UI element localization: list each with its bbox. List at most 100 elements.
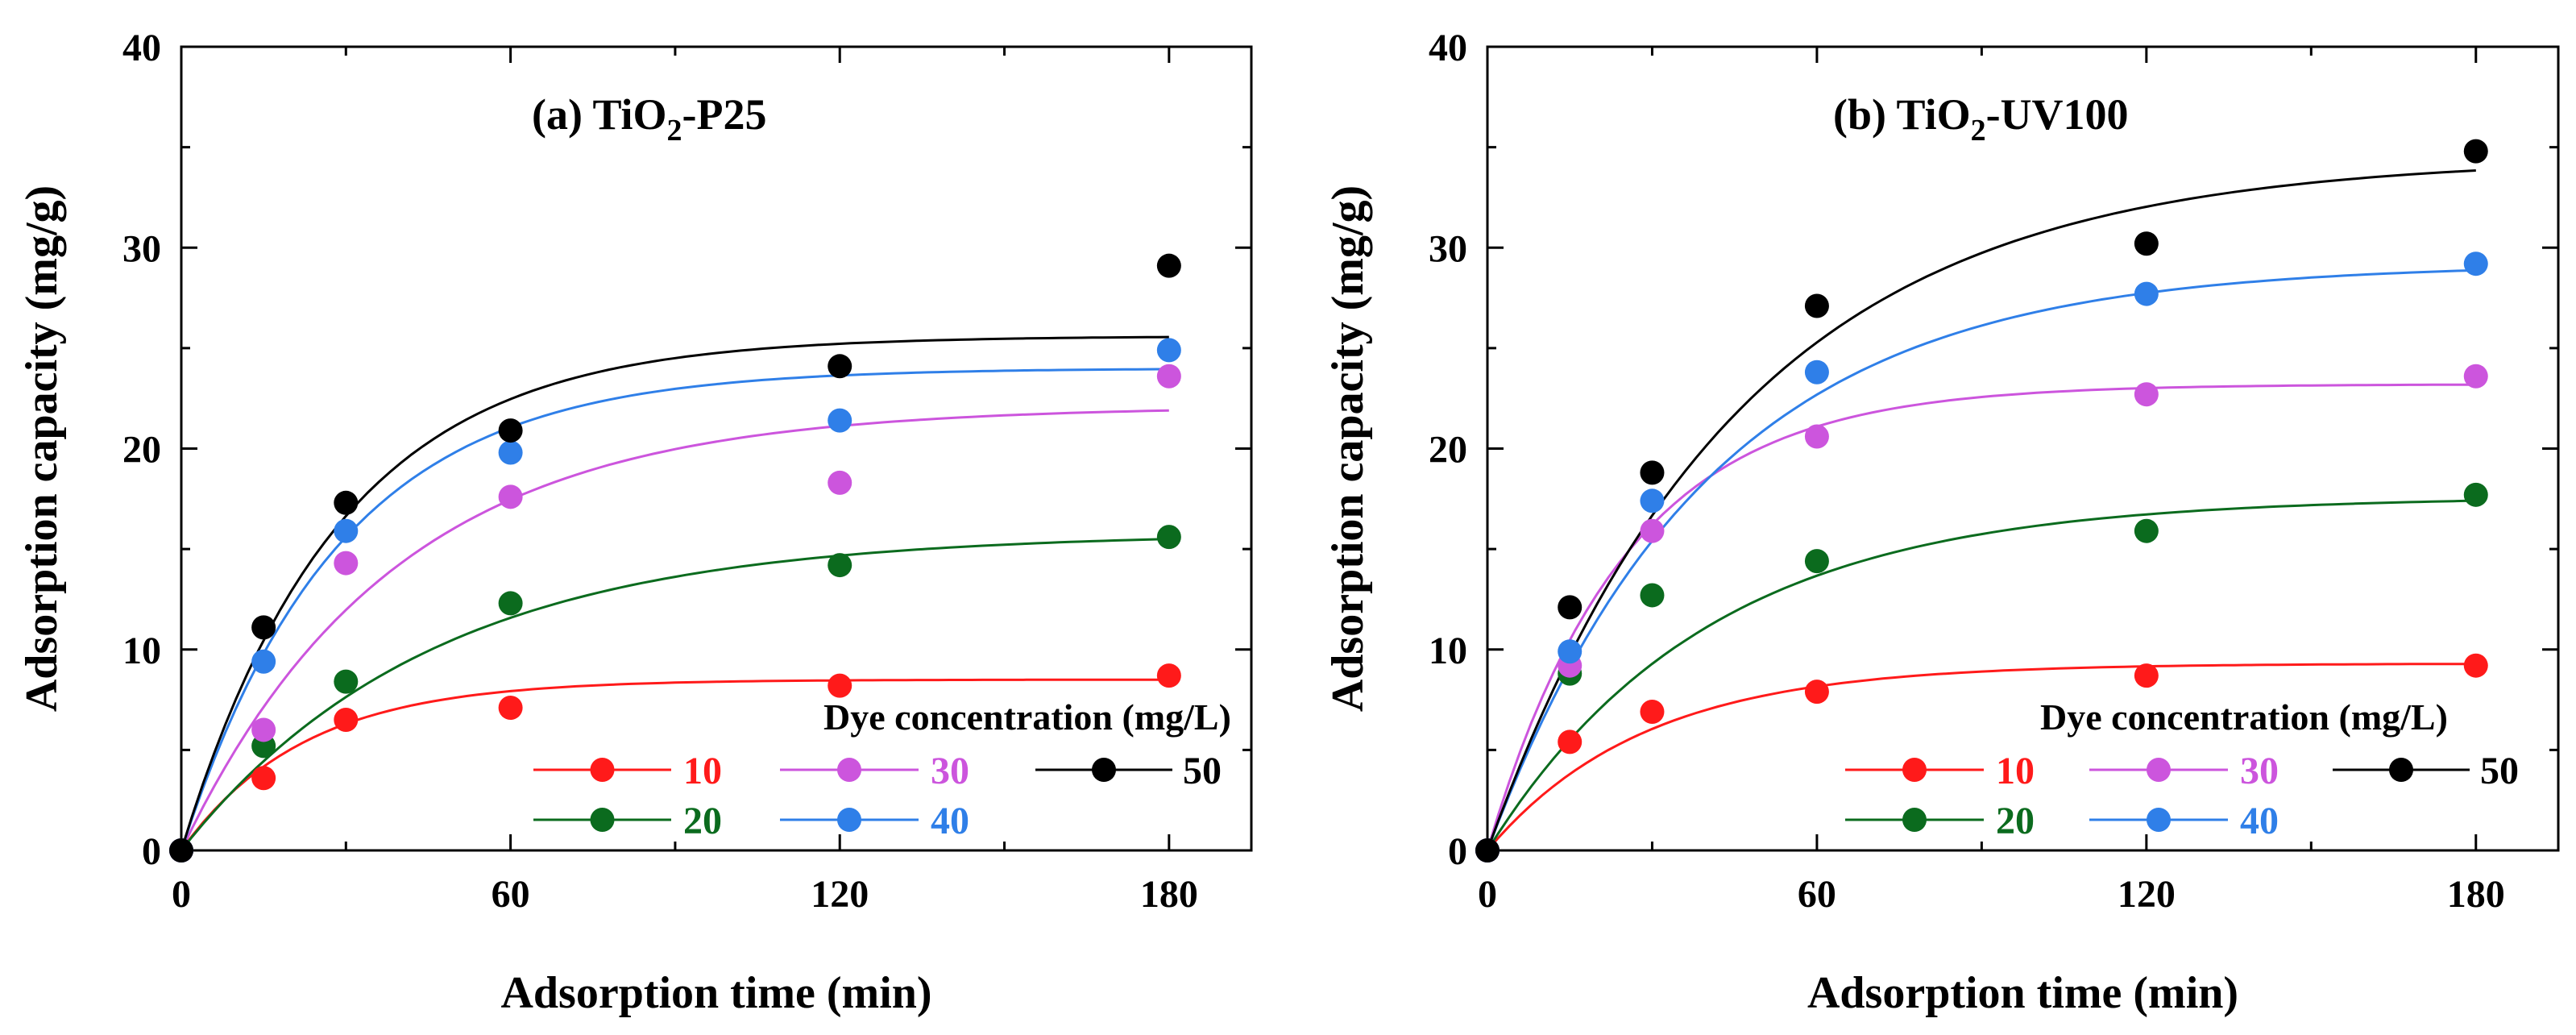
data-point-30 [1804,424,1829,449]
chart-panel-b: 0 60 120 180 0 10 20 30 40 Adsorption time (min) A… [1323,27,2560,1018]
data-point-20 [1640,583,1665,608]
data-point-40 [828,408,852,433]
legend-item-40: 40 [780,800,969,842]
panel-title-subscript: 2 [667,114,682,148]
legend-item-40: 40 [2089,800,2279,842]
panel-title: (a) TiO2-P25 [532,90,767,148]
legend-label: 20 [1996,800,2035,842]
data-point-30 [498,484,523,509]
data-point-40 [1804,360,1829,384]
legend-title: Dye concentration (mg/L) [823,696,1231,738]
fit-curve-50 [1486,169,2476,851]
data-point-50 [1558,595,1583,620]
legend-marker [590,808,615,832]
data-point-40 [251,649,276,674]
data-point-30 [334,551,359,576]
data-point-50 [2134,231,2159,256]
fit-curve-30 [180,409,1169,851]
legend-marker [837,758,861,782]
legend-marker [1092,758,1116,782]
x-axis-title: Adsorption time (min) [1807,968,2238,1018]
x-tick-label: 60 [1798,873,1836,916]
legend-label: 50 [1183,750,1222,792]
data-point-10 [828,673,852,698]
legend-marker [2147,808,2171,832]
data-point-50 [828,354,852,379]
data-point-50 [498,418,523,443]
data-point-40 [498,440,523,465]
panel-title-prefix: (a) TiO [532,90,667,139]
panel-title-prefix: (b) TiO [1833,90,1971,139]
y-tick-label: 0 [142,830,161,873]
data-point-50 [1804,293,1829,318]
data-point-50 [1156,253,1181,278]
legend-label: 30 [2240,750,2279,792]
data-point-50 [334,490,359,515]
panel-title-subscript: 2 [1971,114,1986,148]
y-tick-label: 0 [1448,830,1467,873]
y-axis-title: Adsorption capacity (mg/g) [1323,185,1373,712]
legend-item-20: 20 [1845,800,2035,842]
legend-item-30: 30 [780,750,969,792]
data-point-50 [251,615,276,640]
data-point-30 [828,470,852,495]
data-point-40 [334,518,359,543]
legend-label: 20 [683,800,722,842]
legend-label: 40 [931,800,969,842]
panel-title-suffix: -P25 [682,90,767,139]
legend-item-20: 20 [533,800,722,842]
data-point-10 [1156,663,1181,688]
legend-marker [590,758,615,782]
chart-panel-a: 0 60 120 180 0 10 20 30 40 Adsorption time (min) A… [17,27,1253,1018]
data-point-30 [1156,364,1181,389]
legend-title: Dye concentration (mg/L) [2040,696,2448,738]
x-tick-label: 120 [2118,873,2176,916]
x-tick-label: 0 [1478,873,1497,916]
data-point-50 [1475,838,1500,862]
data-point-30 [2134,382,2159,407]
fit-curve-50 [180,335,1169,851]
y-axis-title: Adsorption capacity (mg/g) [17,185,67,712]
data-point-10 [334,707,359,732]
data-point-20 [1156,525,1181,550]
y-tick-label: 30 [1429,227,1467,270]
data-point-40 [2463,251,2488,276]
x-tick-label: 120 [811,873,869,916]
panel-title: (b) TiO2-UV100 [1833,90,2129,148]
y-tick-label: 30 [122,227,161,270]
data-point-10 [498,696,523,721]
data-point-40 [1640,488,1665,513]
legend-label: 10 [1996,750,2035,792]
data-point-10 [1558,729,1583,754]
legend-label: 30 [931,750,969,792]
legend-item-30: 30 [2089,750,2279,792]
data-point-20 [828,553,852,578]
data-point-10 [2134,663,2159,688]
legend-label: 50 [2480,750,2519,792]
legend-item-10: 10 [533,750,722,792]
fit-curve-20 [180,538,1169,851]
x-axis-title: Adsorption time (min) [500,968,931,1018]
legend-marker [1902,758,1927,782]
data-point-50 [1640,460,1665,485]
data-point-10 [2463,653,2488,678]
data-point-10 [1640,700,1665,725]
legend-item-50: 50 [2333,750,2519,792]
data-point-20 [334,669,359,694]
data-point-20 [2463,482,2488,507]
legend-label: 10 [683,750,722,792]
data-point-50 [169,838,193,862]
panel-title-suffix: -UV100 [1986,90,2129,139]
y-tick-label: 20 [1429,429,1467,472]
data-point-30 [251,717,276,742]
fit-curve-20 [1486,499,2476,851]
legend-marker [2389,758,2413,782]
legend-item-10: 10 [1845,750,2035,792]
y-tick-label: 20 [122,429,161,472]
data-point-10 [251,766,276,791]
data-point-40 [2134,281,2159,306]
data-point-10 [1804,680,1829,705]
y-tick-label: 10 [122,630,161,672]
